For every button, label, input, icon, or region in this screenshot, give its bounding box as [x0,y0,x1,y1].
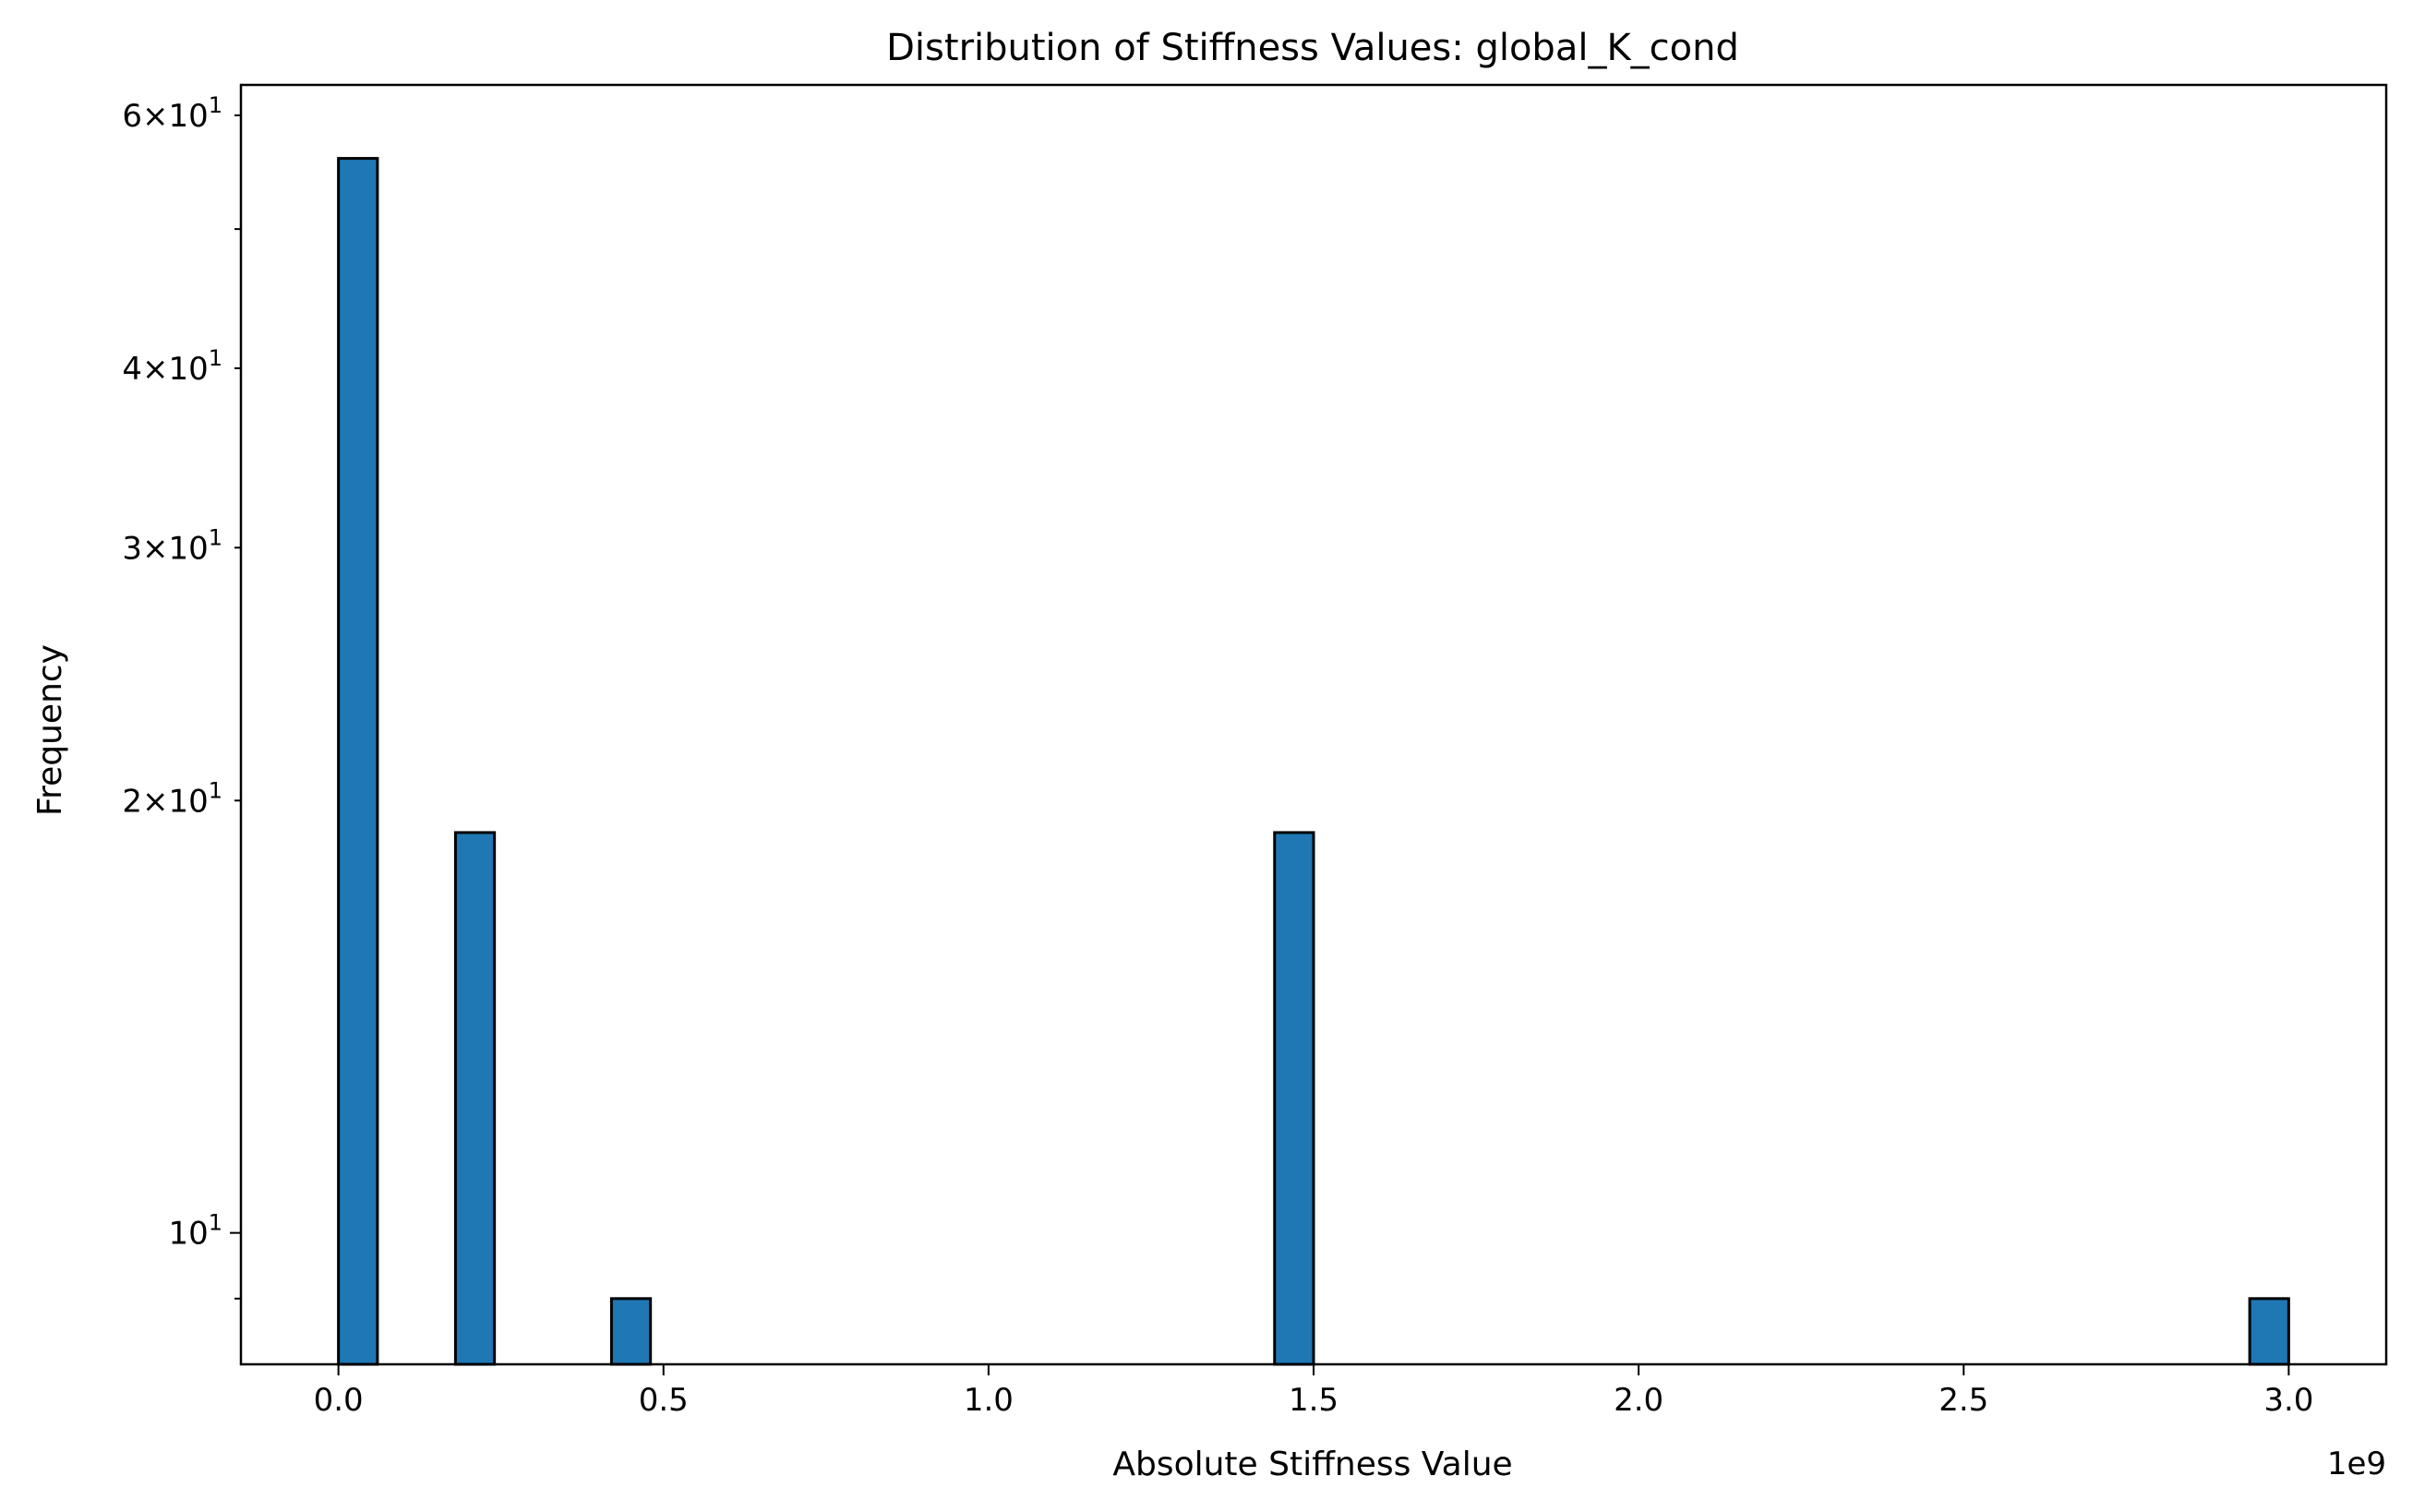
x-tick-label: 2.5 [1939,1382,1988,1419]
y-tick-label: 4×101 [122,345,222,388]
x-axis-label: Absolute Stiffness Value [1112,1446,1512,1483]
x-tick-label: 1.0 [964,1382,1014,1419]
bars-layer [337,157,2290,1366]
y-axis-label: Frequency [31,644,69,816]
x-tick-label: 2.0 [1614,1382,1663,1419]
histogram-bar [453,831,497,1366]
x-tick-label: 0.5 [639,1382,689,1419]
histogram-bar [2248,1297,2290,1366]
y-tick-label: 3×101 [122,524,222,567]
x-tick-label: 0.0 [314,1382,364,1419]
x-axis-offset-label: 1e9 [2327,1446,2386,1482]
histogram-bar [609,1297,653,1366]
plot-frame [239,83,2388,1366]
x-tick-label: 3.0 [2263,1382,2313,1419]
y-tick-label: 101 [168,1210,222,1253]
y-tick-label: 6×101 [122,92,222,135]
y-tick-label: 2×101 [122,777,222,820]
histogram-bar [337,157,379,1366]
y-axis-ticks: 101 2×101 3×101 4×101 6×101 [122,92,241,1300]
x-axis-ticks: 0.0 0.5 1.0 1.5 2.0 2.5 3.0 [314,1364,2313,1419]
histogram-bar [1273,831,1315,1366]
x-tick-label: 1.5 [1289,1382,1339,1419]
chart-title: Distribution of Stiffness Values: global… [886,27,1739,69]
